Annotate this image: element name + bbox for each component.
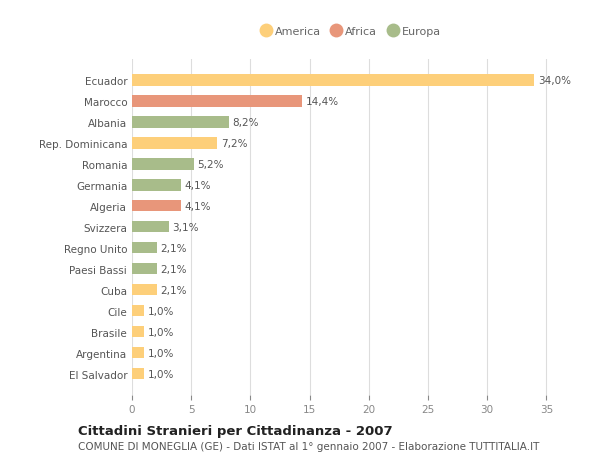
Bar (132, 305, 144, 317)
Text: 3,1%: 3,1% (172, 222, 199, 232)
Text: 14,4%: 14,4% (306, 96, 339, 106)
Bar (132, 347, 144, 358)
Text: COMUNE DI MONEGLIA (GE) - Dati ISTAT al 1° gennaio 2007 - Elaborazione TUTTITALI: COMUNE DI MONEGLIA (GE) - Dati ISTAT al … (78, 441, 539, 451)
Text: 1,0%: 1,0% (148, 306, 174, 316)
Bar (132, 179, 181, 191)
Bar (132, 201, 181, 212)
Bar (132, 159, 194, 170)
Bar (132, 263, 157, 275)
Text: 2,1%: 2,1% (160, 264, 187, 274)
Bar (132, 75, 535, 86)
Bar (132, 117, 229, 128)
Bar (132, 138, 217, 149)
Text: 34,0%: 34,0% (538, 76, 571, 86)
Text: 7,2%: 7,2% (221, 139, 247, 148)
Bar (132, 368, 144, 380)
Text: 5,2%: 5,2% (197, 159, 224, 169)
Legend: America, Africa, Europa: America, Africa, Europa (257, 22, 445, 41)
Bar (132, 96, 302, 107)
Text: 8,2%: 8,2% (233, 118, 259, 128)
Bar (132, 284, 157, 296)
Bar (132, 326, 144, 338)
Bar (132, 221, 169, 233)
Bar (132, 242, 157, 254)
Text: 1,0%: 1,0% (148, 369, 174, 379)
Text: 1,0%: 1,0% (148, 327, 174, 337)
Text: Cittadini Stranieri per Cittadinanza - 2007: Cittadini Stranieri per Cittadinanza - 2… (78, 425, 392, 437)
Text: 2,1%: 2,1% (160, 285, 187, 295)
Text: 1,0%: 1,0% (148, 348, 174, 358)
Text: 4,1%: 4,1% (184, 180, 211, 190)
Text: 4,1%: 4,1% (184, 202, 211, 211)
Text: 2,1%: 2,1% (160, 243, 187, 253)
